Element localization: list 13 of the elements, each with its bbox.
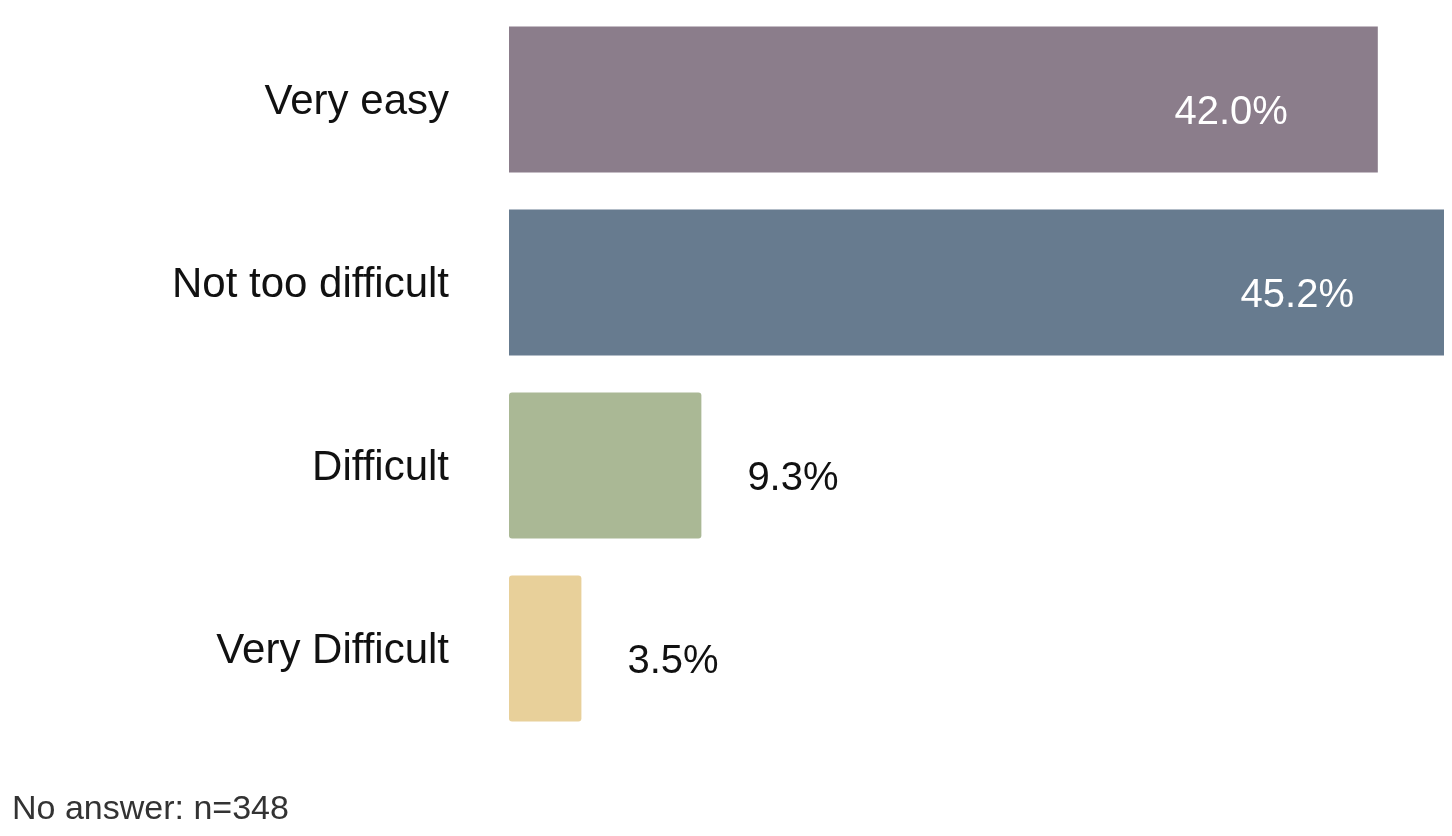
y-tick-label: Very easy	[264, 76, 449, 123]
text: No answer: n=348	[12, 788, 289, 826]
bar	[509, 392, 702, 539]
data-label: 9.3%	[747, 453, 839, 498]
data-label: 45.2%	[1240, 270, 1354, 315]
y-tick-label: Not too difficult	[171, 259, 450, 306]
bar	[509, 209, 1444, 356]
data-label: 3.5%	[627, 636, 719, 681]
data-label: 42.0%	[1174, 87, 1288, 132]
bar	[509, 575, 582, 722]
y-tick-label: Very Difficult	[216, 625, 450, 672]
bar	[509, 26, 1378, 173]
y-tick-label: Difficult	[312, 442, 450, 489]
